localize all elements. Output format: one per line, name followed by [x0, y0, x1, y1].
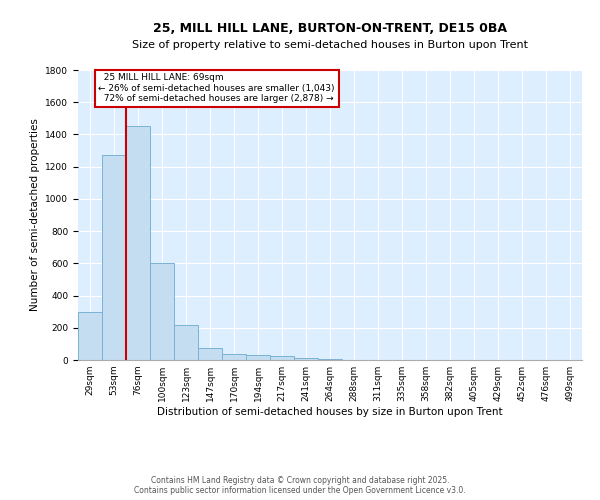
Text: 25 MILL HILL LANE: 69sqm
← 26% of semi-detached houses are smaller (1,043)
  72%: 25 MILL HILL LANE: 69sqm ← 26% of semi-d… [98, 73, 335, 103]
Bar [270, 356, 294, 360]
Bar [102, 156, 126, 360]
Bar [150, 262, 174, 360]
Y-axis label: Number of semi-detached properties: Number of semi-detached properties [30, 118, 40, 312]
Bar [198, 348, 222, 360]
Bar [246, 355, 270, 360]
Bar [174, 324, 198, 360]
Bar [78, 312, 102, 360]
Bar [294, 358, 318, 360]
Bar [318, 359, 342, 360]
Text: Contains HM Land Registry data © Crown copyright and database right 2025.
Contai: Contains HM Land Registry data © Crown c… [134, 476, 466, 495]
Text: 25, MILL HILL LANE, BURTON-ON-TRENT, DE15 0BA: 25, MILL HILL LANE, BURTON-ON-TRENT, DE1… [153, 22, 507, 36]
Text: Size of property relative to semi-detached houses in Burton upon Trent: Size of property relative to semi-detach… [132, 40, 528, 50]
Bar [126, 126, 150, 360]
X-axis label: Distribution of semi-detached houses by size in Burton upon Trent: Distribution of semi-detached houses by … [157, 407, 503, 417]
Bar [222, 354, 246, 360]
